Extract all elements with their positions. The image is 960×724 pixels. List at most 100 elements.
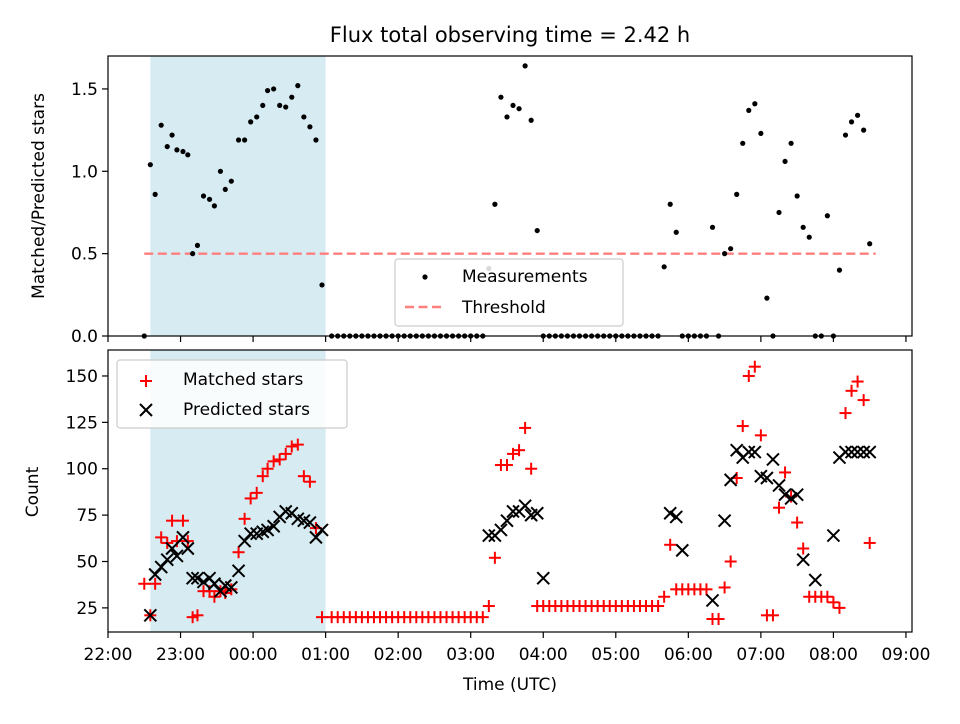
- predicted-star-point: [850, 445, 865, 459]
- matched-star-point: [166, 514, 179, 527]
- predicted-star-point: [748, 445, 762, 459]
- count-x-ticks: 22:00 23:00 00:00 01:00 02:00 03:00 04:00 05:00…: [84, 632, 930, 665]
- measurement-point: [709, 224, 716, 230]
- measurement-point: [776, 209, 782, 216]
- ratio-y-tick-label: 1.5: [71, 80, 98, 100]
- count-x-tick-label: 04:00: [519, 645, 568, 665]
- legend-measurement-marker: [422, 274, 428, 280]
- matched-star-point: [285, 440, 298, 453]
- matched-star-point: [797, 542, 810, 555]
- matched-star-point: [170, 535, 183, 548]
- predicted-star-point: [143, 608, 158, 623]
- matched-star-point: [718, 581, 731, 594]
- measurement-point: [211, 203, 217, 209]
- measurement-point: [222, 186, 228, 193]
- count-y-ticks: 25 50 75 100 125 150: [66, 367, 108, 619]
- legend-predicted-marker: [139, 403, 153, 417]
- count-x-tick-label: 23:00: [156, 645, 205, 665]
- measurement-point: [758, 130, 764, 137]
- measurement-point: [242, 137, 248, 143]
- matched-star-point: [652, 600, 665, 613]
- measurement-point: [319, 282, 325, 288]
- matched-star-point: [250, 486, 263, 499]
- measurement-point: [504, 114, 510, 120]
- measurement-point: [277, 102, 283, 109]
- matched-star-point: [256, 470, 269, 483]
- predicted-star-point: [518, 499, 532, 513]
- measurement-point: [752, 101, 758, 107]
- predicted-star-point: [185, 571, 200, 585]
- measurement-point: [185, 152, 191, 158]
- ratio-panel: 0.0 0.5 1.0 1.5 Matched/Predicted stars Mea…: [29, 55, 913, 347]
- matched-star-point: [700, 583, 713, 596]
- matched-star-point: [138, 577, 151, 590]
- matched-star-point: [303, 475, 316, 488]
- predicted-star-point: [160, 552, 174, 567]
- measurement-point: [248, 119, 254, 125]
- matched-star-point: [851, 375, 864, 388]
- predicted-star-point: [663, 506, 677, 520]
- count-legend: Matched stars Predicted stars: [116, 359, 348, 429]
- measurement-point: [313, 137, 319, 143]
- measurement-point: [794, 193, 800, 199]
- predicted-star-point: [856, 445, 871, 459]
- matched-star-point: [845, 384, 858, 397]
- predicted-star-point: [796, 552, 810, 567]
- predicted-star-point: [760, 471, 774, 485]
- count-y-tick-label: 150: [66, 367, 98, 387]
- legend-threshold-label: Threshold: [461, 298, 546, 318]
- count-x-tick-label: 06:00: [664, 645, 713, 665]
- predicted-star-point: [675, 543, 689, 558]
- measurement-point: [764, 295, 770, 301]
- predicted-star-point: [766, 452, 780, 467]
- measurement-point: [217, 168, 224, 174]
- matched-star-point: [773, 501, 786, 514]
- matched-star-point: [833, 601, 846, 614]
- predicted-star-point: [705, 593, 720, 608]
- matched-star-point: [297, 470, 310, 483]
- predicted-star-point: [838, 445, 853, 459]
- predicted-star-point: [224, 580, 239, 595]
- legend-matched-label: Matched stars: [183, 370, 303, 390]
- predicted-star-point: [176, 530, 190, 545]
- measurement-point: [228, 178, 234, 184]
- measurement-point: [836, 267, 843, 273]
- measurement-point: [528, 117, 534, 123]
- count-x-tick-label: 05:00: [591, 645, 640, 665]
- predicted-star-point: [530, 506, 544, 520]
- measurement-point: [169, 132, 175, 138]
- measurement-point: [260, 102, 266, 109]
- count-y-tick-label: 50: [76, 553, 98, 573]
- ratio-y-tick-label: 0.0: [71, 327, 98, 347]
- matched-star-point: [766, 609, 779, 622]
- chart-title: Flux total observing time = 2.42 h: [330, 23, 690, 47]
- matched-star-point: [779, 466, 792, 479]
- measurement-point: [516, 106, 522, 112]
- predicted-star-point: [778, 488, 792, 502]
- predicted-star-point: [790, 488, 804, 502]
- measurement-point: [174, 147, 180, 153]
- x-axis-label: Time (UTC): [462, 675, 557, 695]
- matched-star-point: [476, 611, 489, 624]
- ratio-y-tick-label: 1.0: [71, 162, 98, 182]
- count-y-axis-label: Count: [23, 466, 43, 517]
- predicted-star-point: [260, 523, 275, 537]
- measurement-point: [722, 251, 728, 257]
- measurement-point: [806, 234, 812, 240]
- matched-star-point: [821, 590, 834, 603]
- measurement-point: [673, 229, 679, 235]
- predicted-star-point: [482, 528, 496, 543]
- measurement-point: [800, 224, 806, 230]
- matched-star-point: [261, 462, 274, 475]
- predicted-star-point: [315, 523, 329, 537]
- measurement-point: [295, 83, 301, 89]
- legend-predicted-label: Predicted stars: [183, 400, 310, 420]
- matched-star-point: [839, 407, 852, 420]
- predicted-star-point: [506, 504, 520, 519]
- count-panel-frame: [107, 349, 913, 633]
- matched-star-point: [191, 609, 204, 622]
- matched-star-point: [513, 444, 526, 457]
- predicted-star-point: [303, 515, 317, 530]
- measurement-point: [307, 124, 313, 130]
